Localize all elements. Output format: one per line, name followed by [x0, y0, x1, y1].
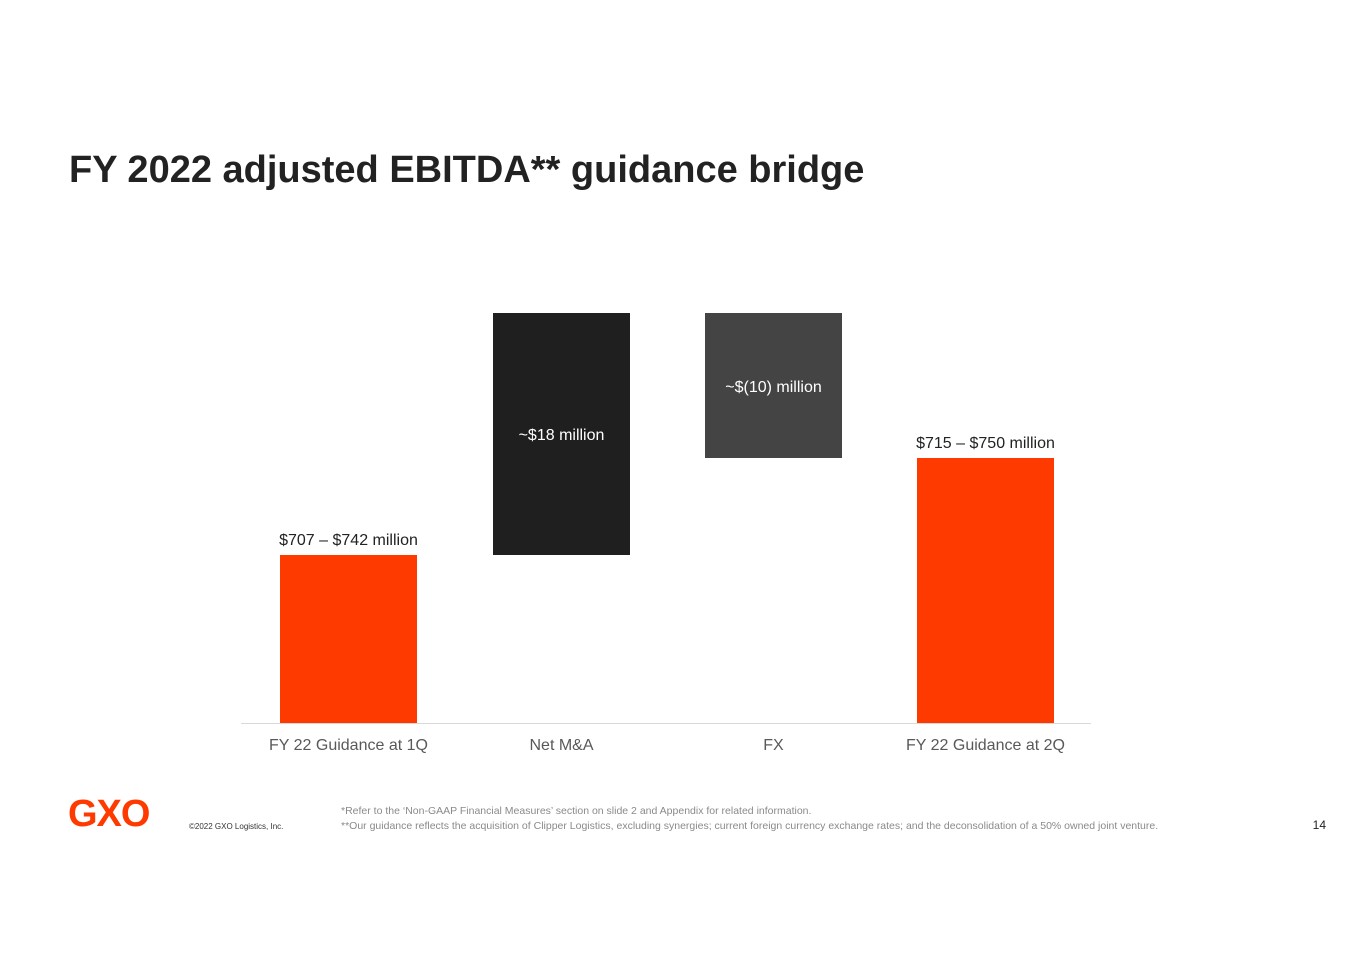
footnote-1: *Refer to the ‘Non-GAAP Financial Measur… [341, 805, 812, 817]
data-label-1: $707 – $742 million [279, 532, 418, 549]
data-label-2: ~$18 million [519, 427, 605, 444]
gxo-logo: GXO [68, 793, 150, 835]
data-label-3: ~$(10) million [725, 379, 821, 396]
x-tick-label-4: FY 22 Guidance at 2Q [906, 737, 1065, 754]
x-tick-labels-group: FY 22 Guidance at 1Q Net M&A FX FY 22 Guida… [269, 737, 1065, 754]
footnotes: *Refer to the ‘Non-GAAP Financial Measur… [341, 804, 1158, 834]
page-number: 14 [1312, 818, 1326, 832]
bar-fy-22-guidance-at-2q [917, 458, 1054, 723]
x-tick-label-3: FX [763, 737, 784, 754]
bars-group [280, 313, 1054, 723]
bar-fy-22-guidance-at-1q [280, 555, 417, 723]
bar-net-m-a [493, 313, 630, 555]
bar-fx [705, 313, 842, 458]
x-tick-label-2: Net M&A [529, 737, 593, 754]
x-tick-label-1: FY 22 Guidance at 1Q [269, 737, 428, 754]
slide-title: FY 2022 adjusted EBITDA** guidance bridg… [69, 149, 865, 191]
data-label-4: $715 – $750 million [916, 435, 1055, 452]
copyright-text: ©2022 GXO Logistics, Inc. [189, 822, 284, 831]
footnote-2: **Our guidance reflects the acquisition … [341, 820, 1159, 832]
data-labels-group: $707 – $742 million ~$18 million ~$(10) mi… [279, 379, 1055, 549]
